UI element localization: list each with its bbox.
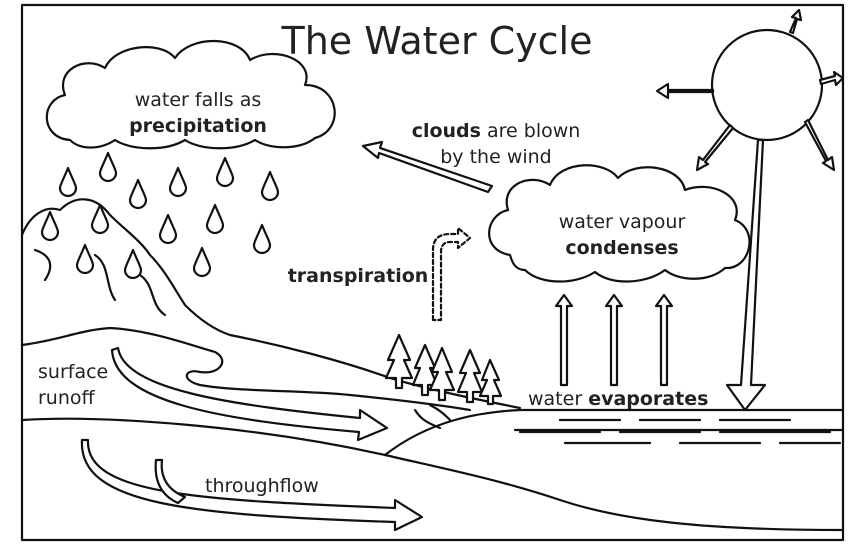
water-cycle-diagram: The Water Cycle — [0, 0, 854, 544]
wind-line1: clouds are blown — [412, 120, 581, 142]
runoff-line2: runoff — [38, 387, 96, 409]
wind-line2: by the wind — [440, 146, 552, 168]
evaporation-label: water evaporates — [528, 388, 708, 410]
condensation-line1: water vapour — [559, 211, 686, 233]
runoff-line1: surface — [38, 361, 108, 383]
precipitation-line1: water falls as — [135, 89, 262, 111]
evaporation-plain: water — [528, 388, 582, 410]
title: The Water Cycle — [280, 19, 592, 63]
wind-text: are blown — [487, 120, 580, 142]
precipitation-line2: precipitation — [129, 115, 267, 137]
transpiration-label: transpiration — [288, 265, 429, 287]
throughflow-label: throughflow — [205, 475, 319, 497]
wind-bold: clouds — [412, 120, 481, 142]
condensation-line2: condenses — [565, 237, 678, 259]
evaporation-bold: evaporates — [588, 388, 708, 410]
